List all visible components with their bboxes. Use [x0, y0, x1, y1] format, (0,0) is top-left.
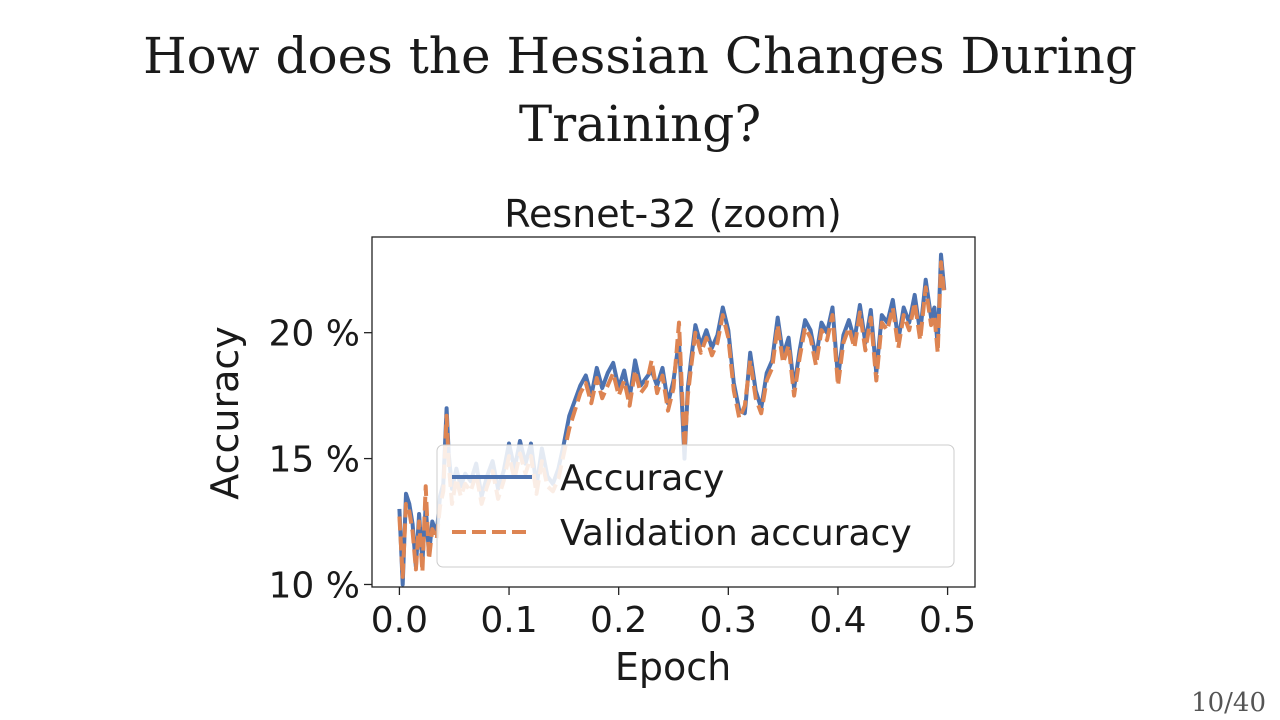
x-axis: 0.0 0.1 0.2 0.3 0.4 0.5	[371, 587, 976, 641]
x-tick-label: 0.1	[480, 600, 537, 641]
y-axis: 10 % 15 % 20 %	[269, 314, 372, 606]
x-tick-label: 0.3	[700, 600, 757, 641]
y-axis-label: Accuracy	[203, 326, 247, 500]
y-tick-label: 10 %	[269, 565, 360, 606]
chart-title: Resnet-32 (zoom)	[504, 192, 842, 236]
legend-label-accuracy: Accuracy	[560, 458, 724, 499]
slide-title-line-2: Training?	[518, 95, 762, 153]
slide-title: How does the Hessian Changes During Trai…	[0, 22, 1280, 158]
x-tick-label: 0.0	[371, 600, 428, 641]
y-tick-label: 15 %	[269, 440, 360, 481]
x-tick-label: 0.2	[590, 600, 647, 641]
legend: Accuracy Validation accuracy	[436, 444, 955, 568]
x-tick-label: 0.5	[919, 600, 976, 641]
legend-box	[436, 444, 955, 568]
page-number: 10/40	[1191, 688, 1266, 718]
plot-frame	[371, 236, 976, 588]
legend-label-validation-accuracy: Validation accuracy	[560, 513, 912, 554]
y-tick-label: 20 %	[269, 314, 360, 355]
x-tick-label: 0.4	[809, 600, 866, 641]
slide-title-line-1: How does the Hessian Changes During	[143, 27, 1137, 85]
x-axis-label: Epoch	[615, 645, 731, 689]
